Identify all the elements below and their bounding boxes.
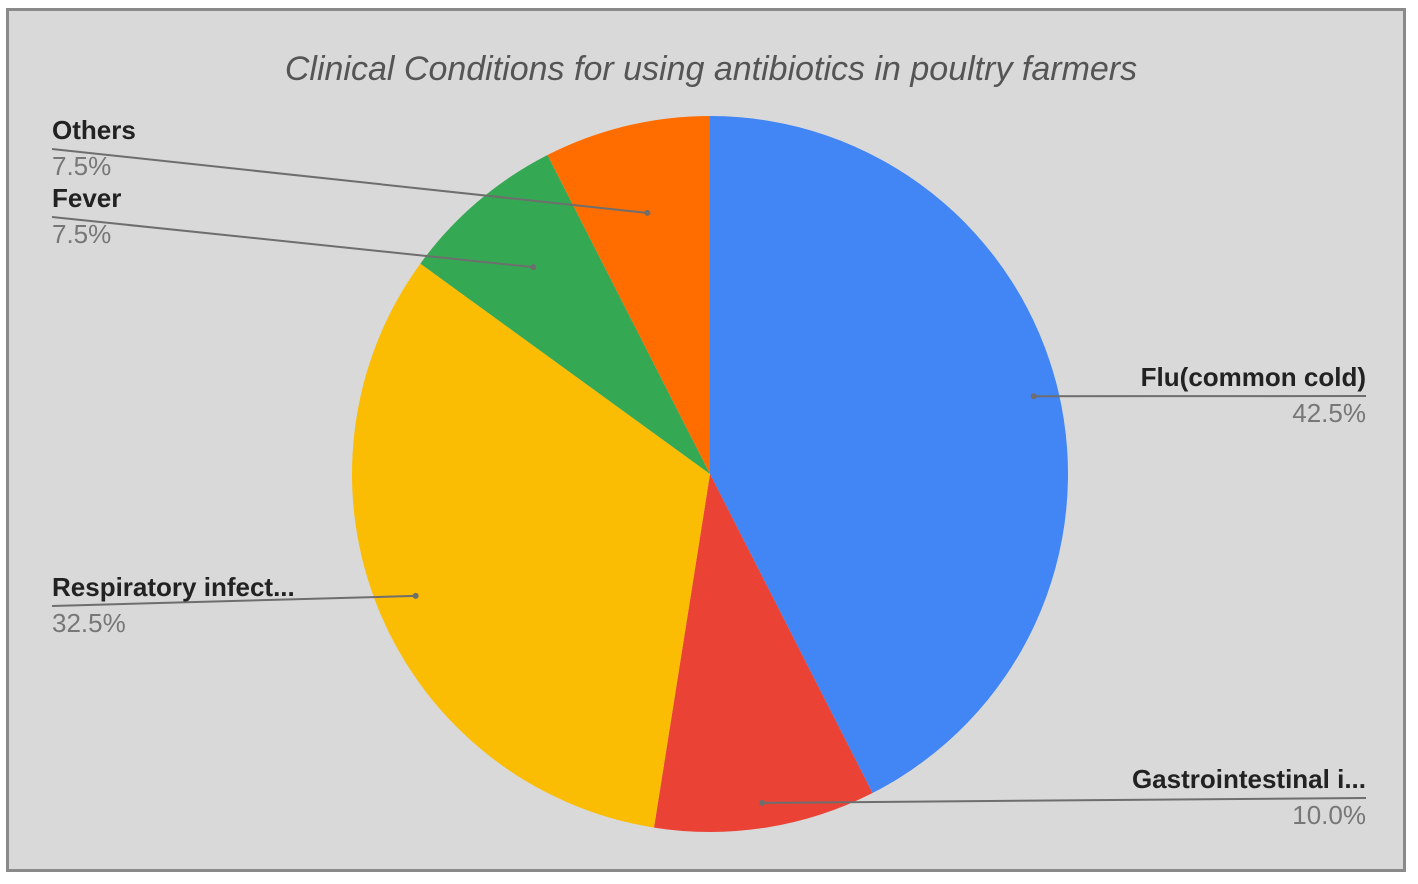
pie-slice-respiratory-infect [351, 263, 710, 828]
leader-dot-fever [530, 264, 537, 271]
pie-slice-flu-common-cold [710, 116, 1069, 793]
leader-dot-others [644, 209, 651, 216]
leader-line-others [51, 148, 648, 214]
slice-percent-others: 7.5% [52, 151, 111, 181]
leader-dot-gastrointestinal-i [759, 799, 766, 806]
pie-slice-fever [420, 155, 710, 475]
leader-dot-flu-common-cold [1030, 393, 1037, 400]
slice-label-respiratory-infect: Respiratory infect... [52, 572, 295, 602]
pie-slices [351, 116, 1069, 832]
slice-percent-flu-common-cold: 42.5% [1292, 398, 1366, 428]
slice-label-gastrointestinal-i: Gastrointestinal i... [1132, 764, 1366, 794]
slice-percent-gastrointestinal-i: 10.0% [1292, 800, 1366, 830]
pie-slice-others [547, 116, 710, 474]
slice-percent-respiratory-infect: 32.5% [52, 608, 126, 638]
chart-title: Clinical Conditions for using antibiotic… [285, 50, 1137, 88]
slice-label-flu-common-cold: Flu(common cold) [1141, 362, 1366, 392]
pie-labels: Flu(common cold) 42.5% Gastrointestinal i.… [51, 115, 1367, 830]
leader-line-fever [51, 216, 534, 269]
leader-line-respiratory-infect [51, 594, 416, 607]
slice-label-others: Others [52, 115, 136, 145]
slice-label-fever: Fever [52, 183, 121, 213]
pie-slice-gastrointestinal-i [653, 474, 873, 832]
leader-line-gastrointestinal-i [762, 797, 1367, 804]
leader-dot-respiratory-infect [412, 592, 419, 599]
slice-percent-fever: 7.5% [52, 219, 111, 249]
